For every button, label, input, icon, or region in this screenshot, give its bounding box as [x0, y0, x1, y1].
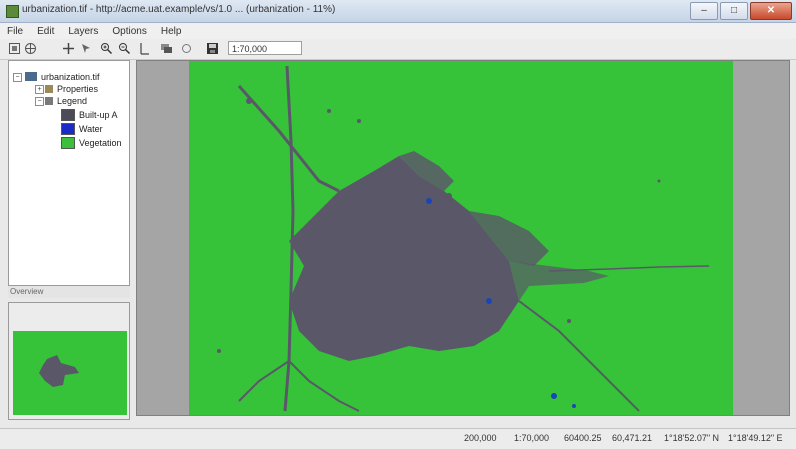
- urban-speck: [327, 109, 331, 113]
- water-patch: [551, 393, 557, 399]
- urban-core: [289, 156, 519, 361]
- legend-icon: [45, 97, 53, 105]
- maximize-icon: □: [730, 5, 738, 16]
- status-cell-6: 1°18'49.12" E: [728, 433, 783, 443]
- collapse-icon[interactable]: −: [13, 73, 22, 82]
- urban-speck: [357, 119, 361, 123]
- map-view[interactable]: [136, 60, 790, 416]
- road-corridor: [548, 265, 710, 272]
- pan-icon[interactable]: [62, 42, 75, 55]
- close-button[interactable]: ✕: [750, 2, 792, 20]
- legend-label-built-up: Built-up A: [79, 110, 118, 120]
- legend-label-water: Water: [79, 124, 103, 134]
- urban-speck: [217, 349, 221, 353]
- zoom-out-icon[interactable]: [118, 42, 131, 55]
- urban-speck: [446, 193, 452, 199]
- urban-speck: [657, 179, 661, 183]
- app-icon: [6, 5, 19, 18]
- water-patch: [426, 198, 432, 204]
- status-cell-2: 1:70,000: [514, 433, 550, 443]
- overview-panel: [8, 302, 130, 420]
- select-icon[interactable]: [138, 42, 151, 55]
- menu-file[interactable]: File: [7, 25, 24, 37]
- menu-options[interactable]: Options: [112, 25, 147, 37]
- urban-area-map: [217, 65, 710, 412]
- zoom-to-extent-icon[interactable]: [8, 42, 21, 55]
- road-corridor: [237, 85, 340, 193]
- urban-fringe: [509, 261, 609, 301]
- status-cell-5: 1°18'52.07" N: [664, 433, 720, 443]
- urban-speck: [246, 98, 252, 104]
- toc-legend-label: Legend: [57, 96, 88, 106]
- minimize-icon: –: [701, 5, 707, 16]
- urban-fringe: [469, 211, 549, 266]
- layer-tree-panel: − urbanization.tif + Properties − Legend…: [8, 60, 130, 286]
- info-icon[interactable]: [180, 42, 193, 55]
- status-bar: 200,000 1:70,000 60400.25 60,471.21 1°18…: [0, 428, 796, 449]
- road-corridor: [283, 65, 295, 412]
- maximize-button[interactable]: □: [720, 2, 748, 20]
- urban-fringe: [399, 151, 454, 191]
- toolbar: 1:70,000: [0, 39, 796, 60]
- close-icon: ✕: [766, 5, 776, 16]
- collapse-icon[interactable]: −: [35, 97, 44, 106]
- layers-icon[interactable]: [160, 42, 173, 55]
- scale-field[interactable]: 1:70,000: [228, 41, 302, 55]
- overview-map[interactable]: [13, 331, 127, 415]
- urban-speck: [567, 319, 571, 323]
- panel-splitter[interactable]: Overview: [8, 286, 130, 298]
- legend-swatch-vegetation: [61, 137, 75, 149]
- road-corridor: [238, 360, 290, 402]
- menu-help[interactable]: Help: [160, 25, 182, 37]
- window-title: urbanization.tif - http://acme.uat.examp…: [22, 4, 336, 15]
- window-controls: – □ ✕: [690, 2, 792, 20]
- road-corridor: [288, 360, 360, 412]
- toc-properties-label: Properties: [57, 84, 99, 94]
- legend-label-vegetation: Vegetation: [79, 138, 122, 148]
- overview-splitter-label: Overview: [10, 287, 44, 296]
- title-bar: urbanization.tif - http://acme.uat.examp…: [0, 0, 796, 23]
- expand-icon[interactable]: +: [35, 85, 44, 94]
- menu-layers[interactable]: Layers: [68, 25, 99, 37]
- water-patch: [486, 298, 492, 304]
- toc-root-label: urbanization.tif: [41, 72, 100, 82]
- legend-swatch-water: [61, 123, 75, 135]
- overview-urban-area: [39, 355, 79, 387]
- layer-icon: [25, 72, 37, 81]
- road-corridor: [518, 300, 640, 412]
- minimize-button[interactable]: –: [690, 2, 718, 20]
- menu-edit[interactable]: Edit: [37, 25, 55, 37]
- legend-swatch-built-up: [61, 109, 75, 121]
- status-cell-4: 60,471.21: [612, 433, 653, 443]
- status-cell-3: 60400.25: [564, 433, 602, 443]
- properties-icon: [45, 85, 53, 93]
- menu-bar: File Edit Layers Options Help: [0, 23, 796, 39]
- status-cell-1: 200,000: [464, 433, 497, 443]
- identify-icon[interactable]: [80, 42, 93, 55]
- water-patch: [572, 404, 576, 408]
- globe-icon[interactable]: [24, 42, 37, 55]
- zoom-in-icon[interactable]: [100, 42, 113, 55]
- save-icon[interactable]: [206, 42, 219, 55]
- map-canvas[interactable]: [189, 61, 733, 415]
